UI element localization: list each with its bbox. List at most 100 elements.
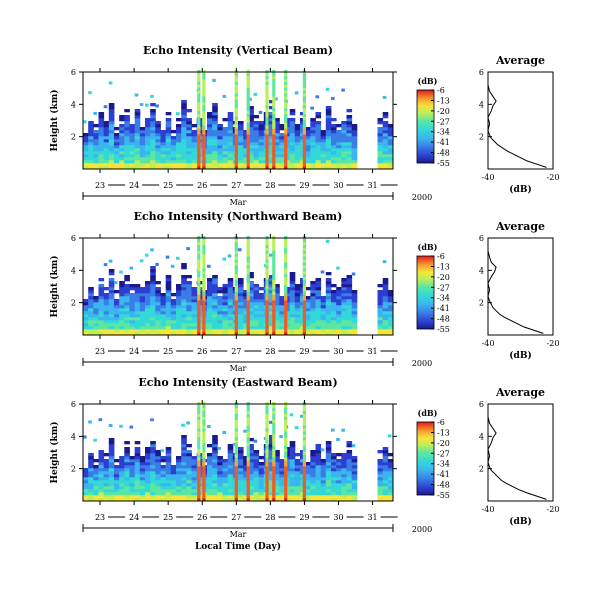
rain-event-cell [265, 329, 269, 333]
rain-event-cell [284, 439, 288, 444]
rain-event-cell [302, 136, 306, 141]
heatmap-cell [269, 121, 275, 125]
heatmap-cell [269, 145, 275, 149]
heatmap-cell [253, 480, 260, 484]
heatmap-cell [165, 278, 172, 282]
heatmap-cell [310, 106, 314, 110]
heatmap [83, 236, 394, 336]
heatmap-cell [238, 320, 244, 324]
heatmap-cell [289, 462, 296, 466]
heatmap-cell [165, 492, 172, 496]
heatmap-cell [119, 302, 125, 306]
heatmap-cell [325, 139, 332, 143]
heatmap-cell [134, 139, 141, 143]
rain-event-cell [284, 422, 288, 426]
heatmap-cell [181, 320, 187, 324]
heatmap-cell [181, 296, 187, 300]
heatmap-cell [382, 323, 389, 327]
heatmap-cell [88, 483, 94, 487]
heatmap-cell [331, 124, 337, 128]
heatmap-cell [248, 136, 254, 140]
rain-event-cell [246, 122, 250, 126]
heatmap-cell [191, 483, 198, 487]
heatmap-cell [387, 474, 394, 478]
heatmap-cell [150, 480, 156, 484]
rain-event-cell [197, 483, 201, 487]
heatmap-cell [253, 296, 260, 300]
x-tick-label: 24 [129, 513, 139, 522]
heatmap-cell [377, 326, 384, 330]
heatmap-cell [129, 425, 134, 429]
heatmap-cell [310, 456, 316, 460]
rain-event-cell [246, 305, 250, 310]
heatmap-cell [336, 326, 342, 330]
heatmap-cell [114, 139, 120, 143]
heatmap-cell [155, 471, 161, 475]
heatmap-cell [165, 450, 172, 454]
heatmap-cell [387, 299, 394, 303]
rain-event-cell [302, 285, 306, 289]
heatmap-cell [93, 332, 99, 336]
heatmap-cell [253, 323, 260, 327]
rain-event-cell [197, 413, 201, 417]
rain-event-cell [234, 250, 238, 254]
heatmap-cell [341, 148, 347, 152]
heatmap-cell [119, 483, 125, 487]
heatmap-cell [83, 326, 89, 330]
heatmap-cell [129, 495, 136, 499]
heatmap-cell [227, 115, 234, 119]
heatmap-cell [176, 308, 182, 312]
heatmap-cell [212, 112, 218, 116]
heatmap-cell [88, 326, 94, 330]
heatmap-cell [325, 130, 332, 134]
heatmap-cell [294, 133, 301, 137]
rain-event-cell [302, 305, 306, 310]
heatmap-cell [108, 498, 115, 502]
rain-event-cell [197, 131, 201, 135]
heatmap-cell [258, 151, 265, 155]
heatmap-cell [103, 486, 110, 490]
heatmap-cell [320, 308, 327, 312]
heatmap-cell [325, 278, 332, 282]
heatmap-cell [336, 151, 342, 155]
heatmap-cell [382, 486, 389, 490]
rain-event-cell [234, 113, 238, 117]
heatmap-cell [331, 498, 337, 502]
heatmap-cell [124, 124, 130, 128]
heatmap-cell [150, 477, 156, 481]
heatmap-cell [207, 453, 213, 457]
heatmap-cell [310, 166, 316, 170]
heatmap-cell [253, 498, 260, 502]
heatmap-cell [83, 495, 89, 499]
heatmap-cell [222, 317, 229, 321]
x-tick-label: 30 [333, 513, 343, 522]
heatmap-cell [103, 453, 110, 457]
heatmap-cell [222, 257, 227, 261]
heatmap-cell [382, 474, 389, 478]
heatmap-cell [320, 489, 327, 493]
rain-event-cell [284, 139, 288, 144]
heatmap-cell [269, 444, 275, 448]
heatmap-cell [186, 160, 192, 164]
heatmap-cell [212, 317, 218, 321]
heatmap-cell [294, 296, 301, 300]
rain-event-cell [234, 93, 238, 97]
heatmap-cell [320, 314, 327, 318]
heatmap-cell [341, 166, 347, 170]
rain-event-cell [246, 434, 250, 438]
heatmap-cell [227, 489, 234, 493]
heatmap-cell [207, 425, 211, 428]
heatmap-cell [253, 320, 260, 324]
heatmap-cell [145, 477, 151, 481]
heatmap-cell [382, 332, 389, 336]
heatmap-cell [134, 323, 141, 327]
heatmap-cell [341, 471, 347, 475]
rain-event-cell [272, 131, 276, 135]
heatmap-cell [289, 459, 296, 463]
rain-event-cell [265, 416, 269, 420]
heatmap-cell [139, 157, 146, 161]
heatmap-cell [310, 480, 316, 484]
heatmap-cell [289, 157, 296, 161]
heatmap-cell [294, 130, 301, 134]
heatmap-cell [88, 299, 94, 303]
